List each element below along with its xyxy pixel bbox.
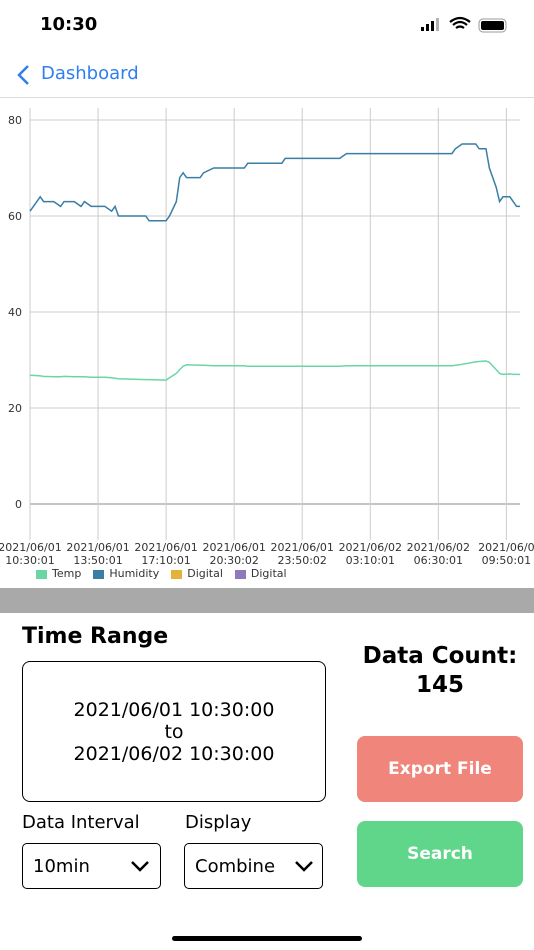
home-indicator bbox=[172, 936, 362, 941]
interval-dropdown[interactable]: 10min bbox=[22, 843, 161, 889]
chevron bbox=[295, 861, 313, 872]
end-time: 2021/06/02 10:30:00 bbox=[73, 743, 275, 765]
display-dropdown[interactable]: Combine bbox=[184, 843, 323, 889]
legend-label: Digital bbox=[250, 567, 287, 580]
time-range-title: Time Range bbox=[22, 624, 169, 649]
display-value: Combine bbox=[195, 856, 276, 877]
legend-label: Digital bbox=[187, 567, 223, 580]
nav-divider bbox=[0, 97, 534, 98]
data-count-value: 145 bbox=[415, 672, 464, 698]
back-chevron[interactable] bbox=[14, 64, 34, 86]
legend-label: Humidity bbox=[109, 567, 160, 580]
export-button[interactable]: Export File bbox=[357, 736, 523, 802]
x-tick-label: 2021/06/01 13:50:01 bbox=[66, 541, 130, 567]
back-button[interactable]: Dashboard bbox=[41, 63, 139, 84]
legend-swatch bbox=[93, 570, 105, 579]
search-button[interactable]: Search bbox=[357, 821, 523, 887]
y-tick-label: 40 bbox=[8, 306, 22, 319]
display-label: Display bbox=[185, 812, 252, 833]
x-tick-label: 2021/06/02 06:30:01 bbox=[406, 541, 471, 567]
y-tick-label: 80 bbox=[8, 114, 22, 127]
interval-value: 10min bbox=[33, 856, 90, 877]
legend-swatch bbox=[36, 570, 47, 579]
series-line bbox=[29, 143, 520, 222]
divider-bar bbox=[0, 588, 534, 613]
data-count: Data Count: 145 bbox=[350, 642, 530, 700]
y-tick-label: 60 bbox=[8, 210, 22, 223]
x-tick-label: 2021/06/01 10:30:01 bbox=[0, 541, 62, 567]
to-text: to bbox=[164, 721, 184, 743]
x-tick-label: 2021/06/01 23:50:02 bbox=[270, 541, 334, 567]
chart: 0 20 40 60 80 bbox=[8, 108, 520, 540]
interval-label: Data Interval bbox=[22, 812, 140, 833]
status-icons bbox=[421, 16, 507, 33]
start-time: 2021/06/01 10:30:00 bbox=[73, 699, 275, 721]
y-tick-label: 0 bbox=[15, 498, 22, 511]
x-tick-label: 2021/06/01 17:10:01 bbox=[134, 541, 198, 567]
y-tick-label: 20 bbox=[8, 402, 22, 415]
series-line bbox=[30, 360, 520, 381]
legend-label: Temp bbox=[52, 567, 82, 580]
time-range-box[interactable]: 2021/06/01 10:30:00 to 2021/06/02 10:30:… bbox=[22, 661, 326, 802]
x-tick-label: 2021/06/02 03:10:01 bbox=[338, 541, 402, 567]
x-tick-label: 2021/06/01 20:30:02 bbox=[202, 541, 266, 567]
legend-swatch bbox=[234, 570, 246, 579]
status-time: 10:30 bbox=[40, 14, 98, 35]
x-tick-label: 2021/06/0 09:50:01 bbox=[478, 541, 534, 567]
data-count-label: Data Count: bbox=[362, 643, 518, 669]
legend-swatch bbox=[171, 570, 183, 579]
chevron bbox=[131, 861, 149, 872]
